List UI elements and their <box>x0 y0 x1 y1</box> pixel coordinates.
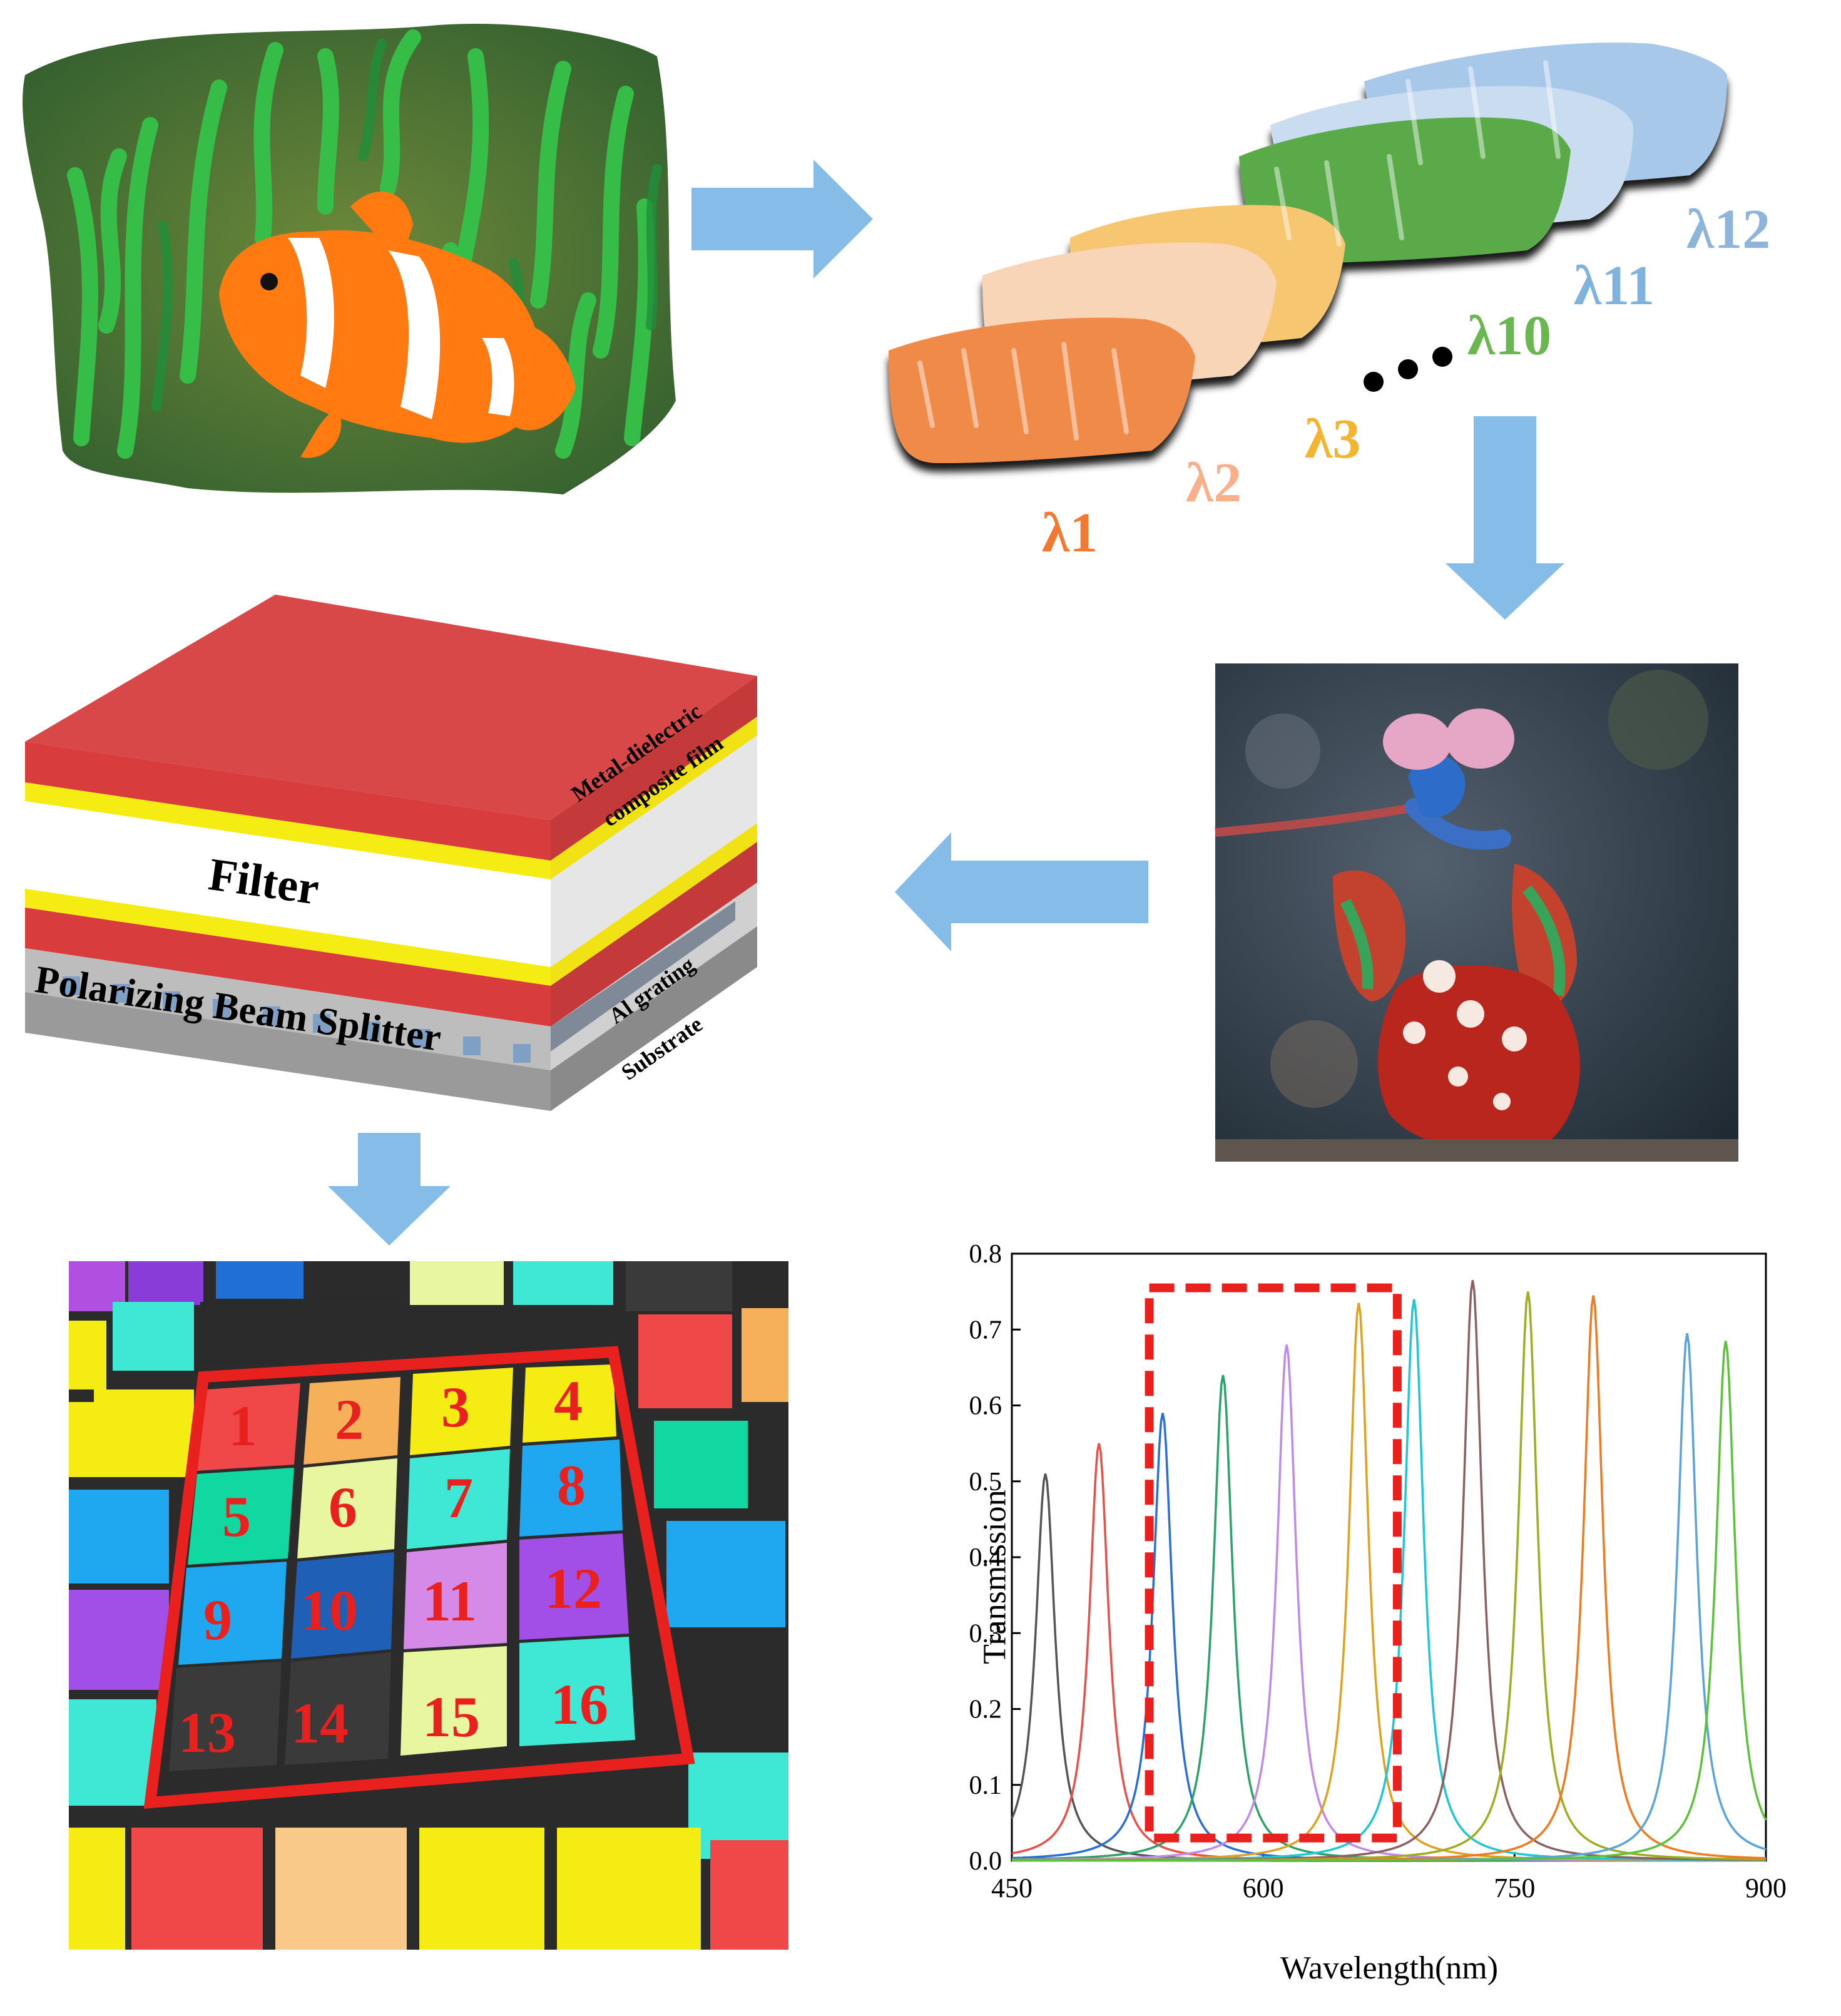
mosaic-cell-1: 1 <box>228 1394 257 1458</box>
mosaic-cell-8: 8 <box>557 1453 586 1517</box>
arrow-down-2 <box>328 1133 451 1246</box>
mosaic-cell-11: 11 <box>422 1569 477 1633</box>
y-tick-label: 0.1 <box>969 1771 1002 1800</box>
y-tick-label: 0.4 <box>969 1543 1002 1572</box>
lambda-label-1: λ1 <box>1042 502 1098 564</box>
highlight-dashed-box <box>1145 1283 1402 1843</box>
mosaic-cell-10: 10 <box>300 1579 358 1642</box>
transmission-series-8 <box>1012 1280 1766 1862</box>
transmission-series-7 <box>1012 1299 1766 1861</box>
transmission-series-11 <box>1012 1333 1767 1862</box>
mosaic-cell-16: 16 <box>551 1672 608 1736</box>
lambda-label-11: λ11 <box>1574 255 1655 317</box>
transmission-series-6 <box>1012 1302 1766 1862</box>
mosaic-cell-12: 12 <box>544 1557 602 1620</box>
mosaic-cell-9: 9 <box>203 1588 232 1652</box>
transmission-series-12 <box>1012 1341 1767 1862</box>
mosaic-cell-15: 15 <box>422 1685 480 1749</box>
mosaic-cell-6: 6 <box>329 1475 357 1539</box>
clownfish <box>219 192 576 458</box>
y-tick-label: 0.7 <box>969 1316 1002 1344</box>
y-tick-label: 0.0 <box>969 1847 1002 1876</box>
lambda-label-2: λ2 <box>1186 452 1242 514</box>
y-tick-label: 0.2 <box>969 1696 1002 1724</box>
mantis-shrimp-photo <box>1215 663 1738 1162</box>
spectral-slices <box>889 43 1727 463</box>
mosaic-cell-3: 3 <box>441 1375 470 1439</box>
pixel-mosaic <box>69 1261 788 1950</box>
arrow-left-1 <box>895 832 1148 951</box>
y-tick-label: 0.5 <box>969 1468 1002 1497</box>
y-tick-label: 0.6 <box>969 1392 1002 1421</box>
mosaic-cell-5: 5 <box>222 1485 251 1548</box>
y-tick-label: 0.3 <box>969 1619 1002 1648</box>
transmission-series-9 <box>1012 1291 1766 1862</box>
chart-x-axis-label: Wavelength(nm) <box>1280 1950 1499 1986</box>
mosaic-cell-14: 14 <box>291 1691 349 1755</box>
filter-stack-illustration <box>25 595 757 1111</box>
x-tick-label: 900 <box>1745 1873 1787 1903</box>
lambda-label-10: λ10 <box>1467 305 1552 367</box>
arrow-down-1 <box>1446 416 1564 620</box>
transmission-series-2 <box>1011 1443 1766 1862</box>
x-tick-label: 450 <box>991 1873 1033 1903</box>
mosaic-cell-4: 4 <box>554 1369 583 1433</box>
lambda-label-12: λ12 <box>1686 198 1771 260</box>
x-tick-label: 600 <box>1243 1873 1284 1903</box>
mosaic-cell-2: 2 <box>335 1388 364 1451</box>
mosaic-cell-13: 13 <box>178 1701 236 1764</box>
lambda-label-3: λ3 <box>1305 408 1361 470</box>
x-tick-label: 750 <box>1494 1873 1535 1903</box>
transmission-series-10 <box>1012 1295 1766 1862</box>
mosaic-cell-7: 7 <box>444 1466 473 1530</box>
arrow-right-1 <box>691 160 873 279</box>
y-tick-label: 0.8 <box>969 1240 1002 1269</box>
clownfish-photo <box>23 24 676 495</box>
